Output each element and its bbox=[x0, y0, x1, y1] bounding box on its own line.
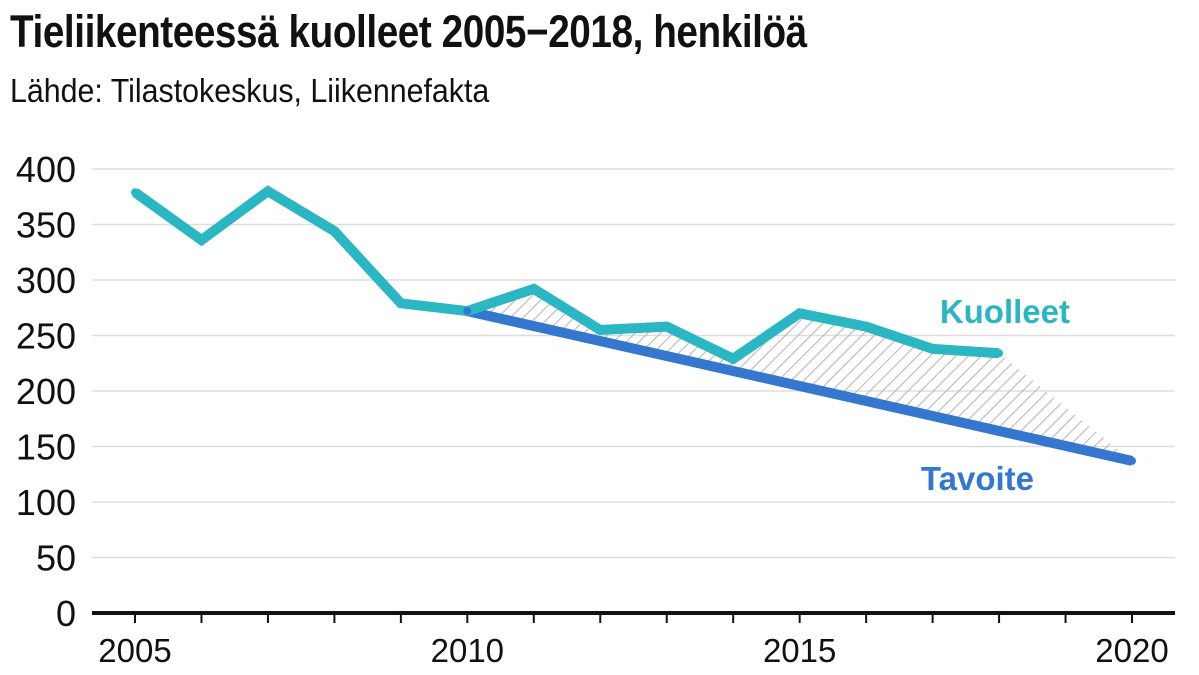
chart-title: Tieliikenteessä kuolleet 2005−2018, henk… bbox=[10, 6, 807, 57]
data-point-kuolleet bbox=[330, 227, 339, 236]
data-point-kuolleet bbox=[131, 188, 139, 197]
data-point-kuolleet bbox=[729, 354, 738, 363]
x-tick-label: 2010 bbox=[431, 632, 504, 669]
x-tick-label: 2005 bbox=[98, 632, 171, 669]
series-lines bbox=[131, 185, 1136, 466]
gridlines bbox=[92, 168, 1175, 559]
y-tick-label: 50 bbox=[36, 538, 76, 579]
series-label-tavoite: Tavoite bbox=[921, 460, 1034, 497]
y-tick-label: 100 bbox=[16, 482, 76, 523]
data-point-kuolleet bbox=[263, 187, 272, 196]
y-tick-label: 200 bbox=[16, 371, 76, 412]
chart-source: Lähde: Tilastokeskus, Liikennefakta bbox=[10, 72, 490, 109]
x-tick-label: 2015 bbox=[763, 632, 836, 669]
x-tick-label: 2020 bbox=[1095, 632, 1168, 669]
data-point-kuolleet bbox=[396, 299, 405, 308]
y-tick-label: 300 bbox=[16, 260, 76, 301]
series-label-kuolleet: Kuolleet bbox=[940, 293, 1070, 330]
data-point-kuolleet bbox=[995, 349, 1004, 358]
series-line-kuolleet bbox=[132, 185, 1000, 365]
series-line-tavoite bbox=[466, 306, 1134, 466]
y-tick-label: 250 bbox=[16, 316, 76, 357]
data-point-kuolleet bbox=[862, 322, 871, 331]
data-point-kuolleet bbox=[795, 309, 804, 318]
data-point-kuolleet bbox=[662, 322, 671, 331]
data-point-tavoite bbox=[1128, 456, 1136, 465]
data-point-kuolleet bbox=[928, 344, 937, 353]
labels: 0 50 100 150 200 250 300 350 400 2005 2010 2015 2020… bbox=[16, 149, 1169, 669]
y-tick-label: 0 bbox=[56, 593, 76, 634]
axes bbox=[92, 611, 1175, 623]
data-point-tavoite bbox=[463, 307, 472, 316]
data-point-kuolleet bbox=[596, 325, 605, 334]
data-point-kuolleet bbox=[197, 236, 206, 245]
y-tick-label: 350 bbox=[16, 205, 76, 246]
y-tick-label: 150 bbox=[16, 427, 76, 468]
data-point-kuolleet bbox=[529, 284, 538, 293]
y-tick-label: 400 bbox=[16, 149, 76, 190]
